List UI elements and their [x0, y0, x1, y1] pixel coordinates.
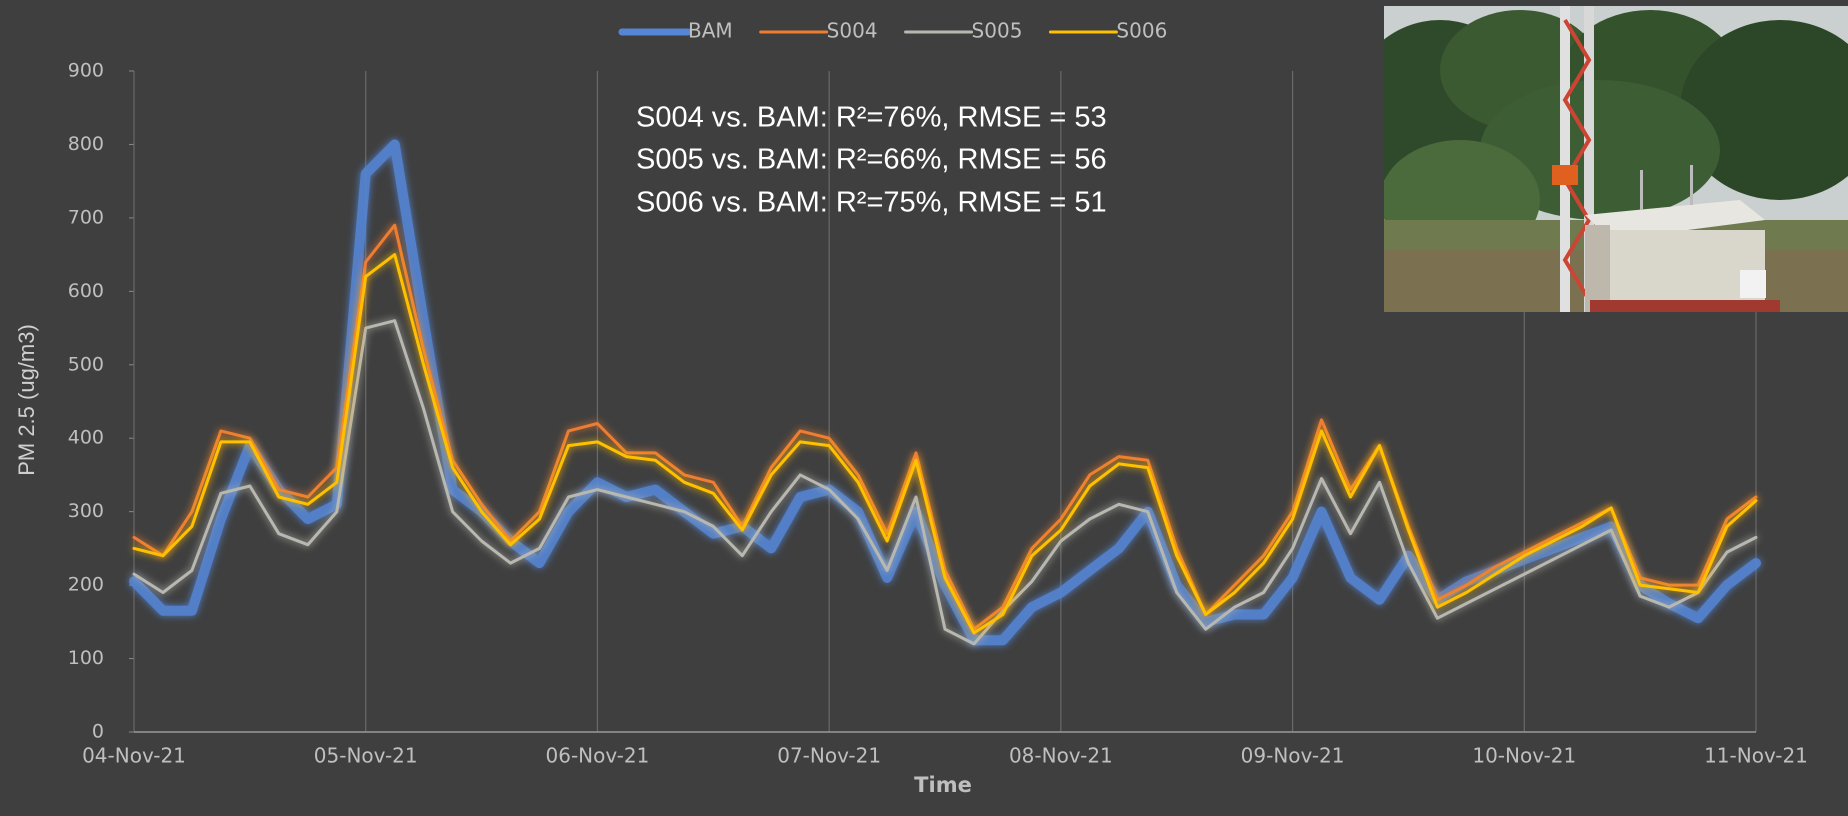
y-tick-label: 400 — [68, 427, 104, 449]
y-tick-label: 700 — [68, 206, 104, 228]
y-tick-label: 200 — [68, 574, 104, 596]
x-tick-label: 11-Nov-21 — [1704, 744, 1808, 768]
site-photo — [1350, 6, 1848, 312]
y-tick-label: 500 — [68, 353, 104, 375]
x-tick-label: 04-Nov-21 — [82, 744, 186, 768]
y-tick-label: 100 — [68, 647, 104, 669]
x-tick-label: 05-Nov-21 — [314, 744, 418, 768]
y-tick-label: 300 — [68, 500, 104, 522]
annotation: S006 vs. BAM: R²=75%, RMSE = 51 — [636, 187, 1107, 219]
y-tick-label: 800 — [68, 133, 104, 155]
x-tick-label: 09-Nov-21 — [1241, 744, 1345, 768]
x-axis-label: Time — [914, 773, 972, 797]
legend-label: S005 — [972, 19, 1023, 43]
x-tick-label: 10-Nov-21 — [1472, 744, 1576, 768]
annotation: S005 vs. BAM: R²=66%, RMSE = 56 — [636, 144, 1107, 176]
y-tick-label: 900 — [68, 60, 104, 82]
chart: 0 100 200 300 400 500 600 700 800 900 04-Nov-21 05-… — [0, 0, 1848, 816]
y-axis-label: PM 2.5 (ug/m3) — [14, 324, 39, 476]
annotations: S004 vs. BAM: R²=76%, RMSE = 53 S005 vs.… — [636, 102, 1107, 219]
y-tick-label: 0 — [92, 721, 104, 743]
legend-label: S006 — [1116, 19, 1167, 43]
x-tick-label: 07-Nov-21 — [777, 744, 881, 768]
annotation: S004 vs. BAM: R²=76%, RMSE = 53 — [636, 102, 1107, 134]
y-tick-label: 600 — [68, 280, 104, 302]
legend-label: BAM — [688, 19, 733, 43]
x-tick-label: 06-Nov-21 — [546, 744, 650, 768]
legend-label: S004 — [827, 19, 878, 43]
x-tick-label: 08-Nov-21 — [1009, 744, 1113, 768]
